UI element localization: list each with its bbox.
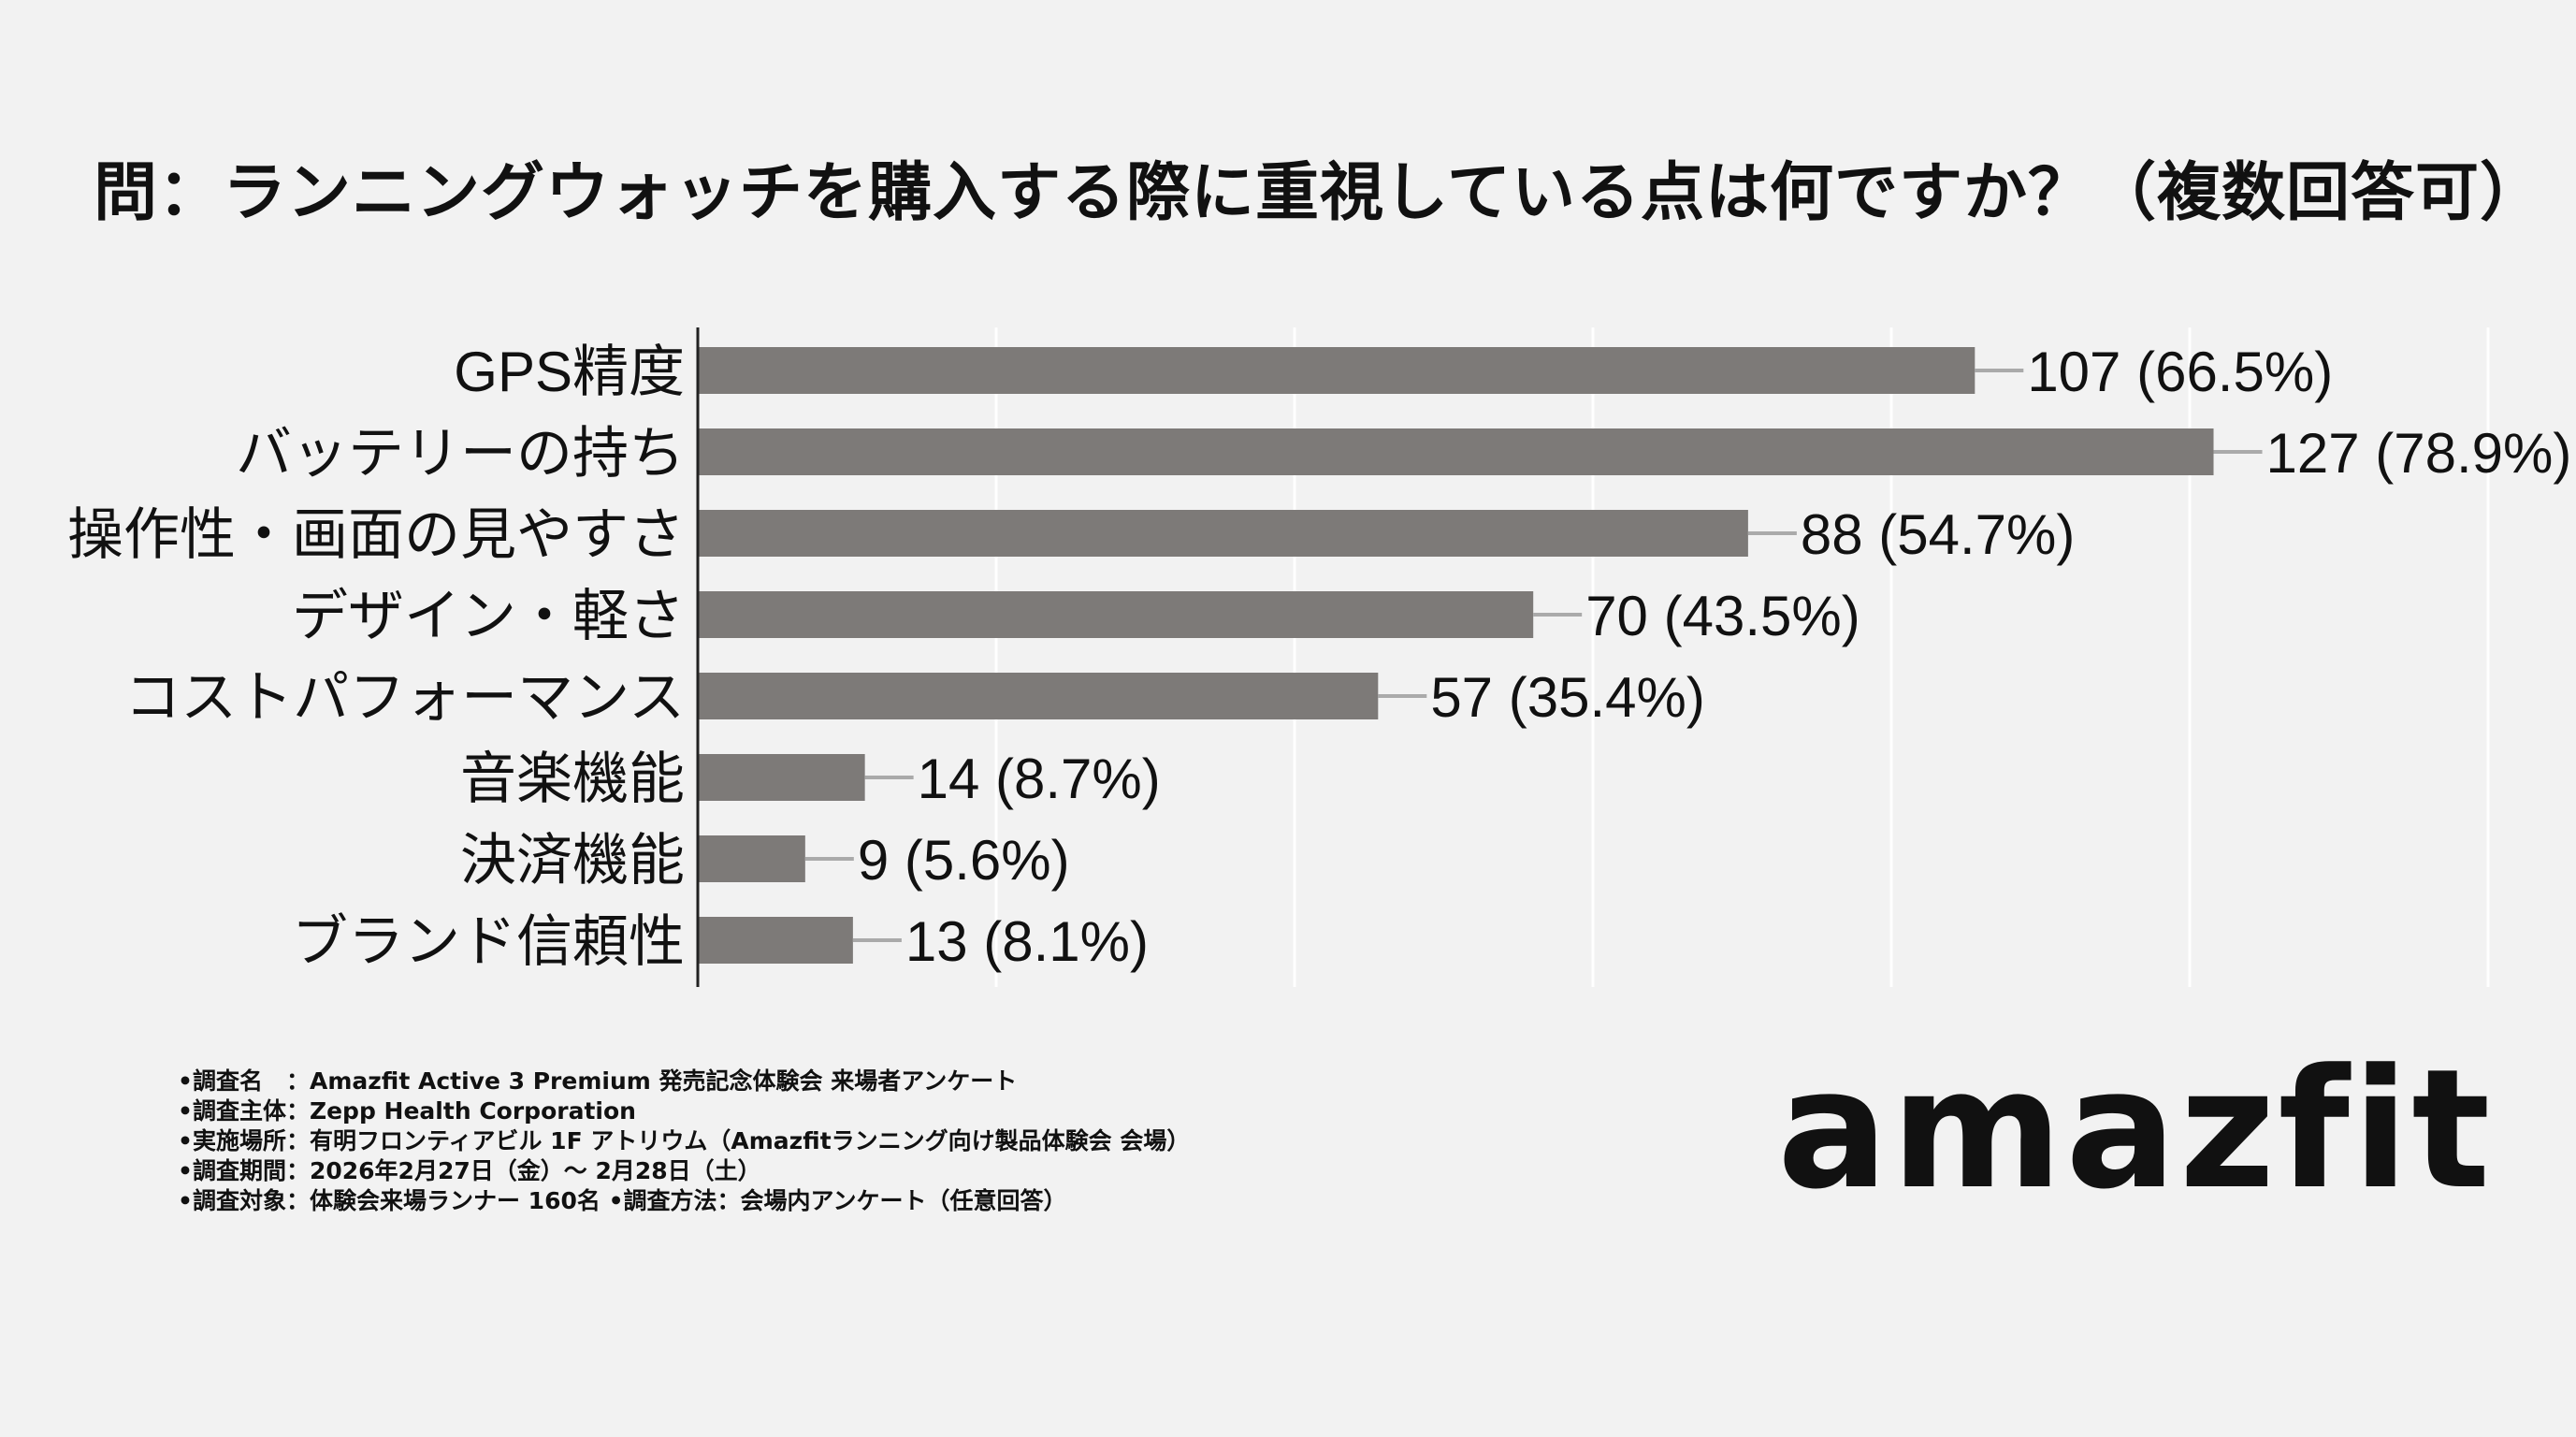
bar-6 bbox=[698, 835, 805, 882]
category-label-4: コストパフォーマンス bbox=[124, 666, 685, 729]
bar-layer bbox=[698, 347, 2263, 964]
data-label-1: 127 (78.9%) bbox=[2266, 422, 2572, 485]
data-label-5: 14 (8.7%) bbox=[918, 748, 1161, 810]
category-label-6: 決済機能 bbox=[460, 829, 685, 892]
data-label-3: 70 (43.5%) bbox=[1585, 585, 1860, 647]
bar-7 bbox=[698, 917, 853, 964]
label-layer: GPS精度 107 (66.5%) バッテリーの持ち 127 (78.9%) 操作性・画… bbox=[67, 341, 2571, 973]
data-label-2: 88 (54.7%) bbox=[1801, 503, 2075, 566]
note-survey-name: •調査名 ：Amazfit Active 3 Premium 発売記念体験会 来… bbox=[178, 1067, 1018, 1095]
survey-notes: •調査名 ：Amazfit Active 3 Premium 発売記念体験会 来… bbox=[178, 1067, 1190, 1216]
note-venue: •実施場所：有明フロンティアビル 1F アトリウム（Amazfitランニング向け… bbox=[178, 1127, 1191, 1154]
data-label-4: 57 (35.4%) bbox=[1430, 666, 1705, 729]
category-label-2: 操作性・画面の見やすさ bbox=[67, 503, 685, 566]
bar-4 bbox=[698, 673, 1379, 719]
bar-2 bbox=[698, 510, 1748, 557]
amazfit-logo: amazfit bbox=[1777, 1034, 2494, 1226]
data-label-6: 9 (5.6%) bbox=[858, 829, 1070, 892]
bar-5 bbox=[698, 754, 865, 801]
note-period: •調査期間：2026年2月27日（金）〜 2月28日（土） bbox=[178, 1157, 761, 1184]
note-organizer: •調査主体：Zepp Health Corporation bbox=[178, 1097, 636, 1125]
data-label-0: 107 (66.5%) bbox=[2027, 341, 2333, 403]
bar-3 bbox=[698, 591, 1534, 638]
bar-1 bbox=[698, 428, 2214, 475]
category-label-7: ブランド信頼性 bbox=[292, 910, 685, 973]
category-label-5: 音楽機能 bbox=[460, 748, 685, 810]
note-target-method: •調査対象：体験会来場ランナー 160名 •調査方法：会場内アンケート（任意回答… bbox=[178, 1187, 1067, 1214]
category-label-0: GPS精度 bbox=[454, 341, 685, 403]
grid-layer bbox=[994, 327, 2490, 987]
bar-0 bbox=[698, 347, 1975, 394]
chart-title: 問：ランニングウォッチを購入する際に重視している点は何ですか？（複数回答可） bbox=[94, 156, 2544, 230]
category-label-3: デザイン・軽さ bbox=[292, 585, 685, 647]
category-label-1: バッテリーの持ち bbox=[236, 422, 685, 485]
data-label-7: 13 (8.1%) bbox=[905, 910, 1149, 973]
bar-chart: GPS精度 107 (66.5%) バッテリーの持ち 127 (78.9%) 操作性・画… bbox=[67, 327, 2571, 987]
